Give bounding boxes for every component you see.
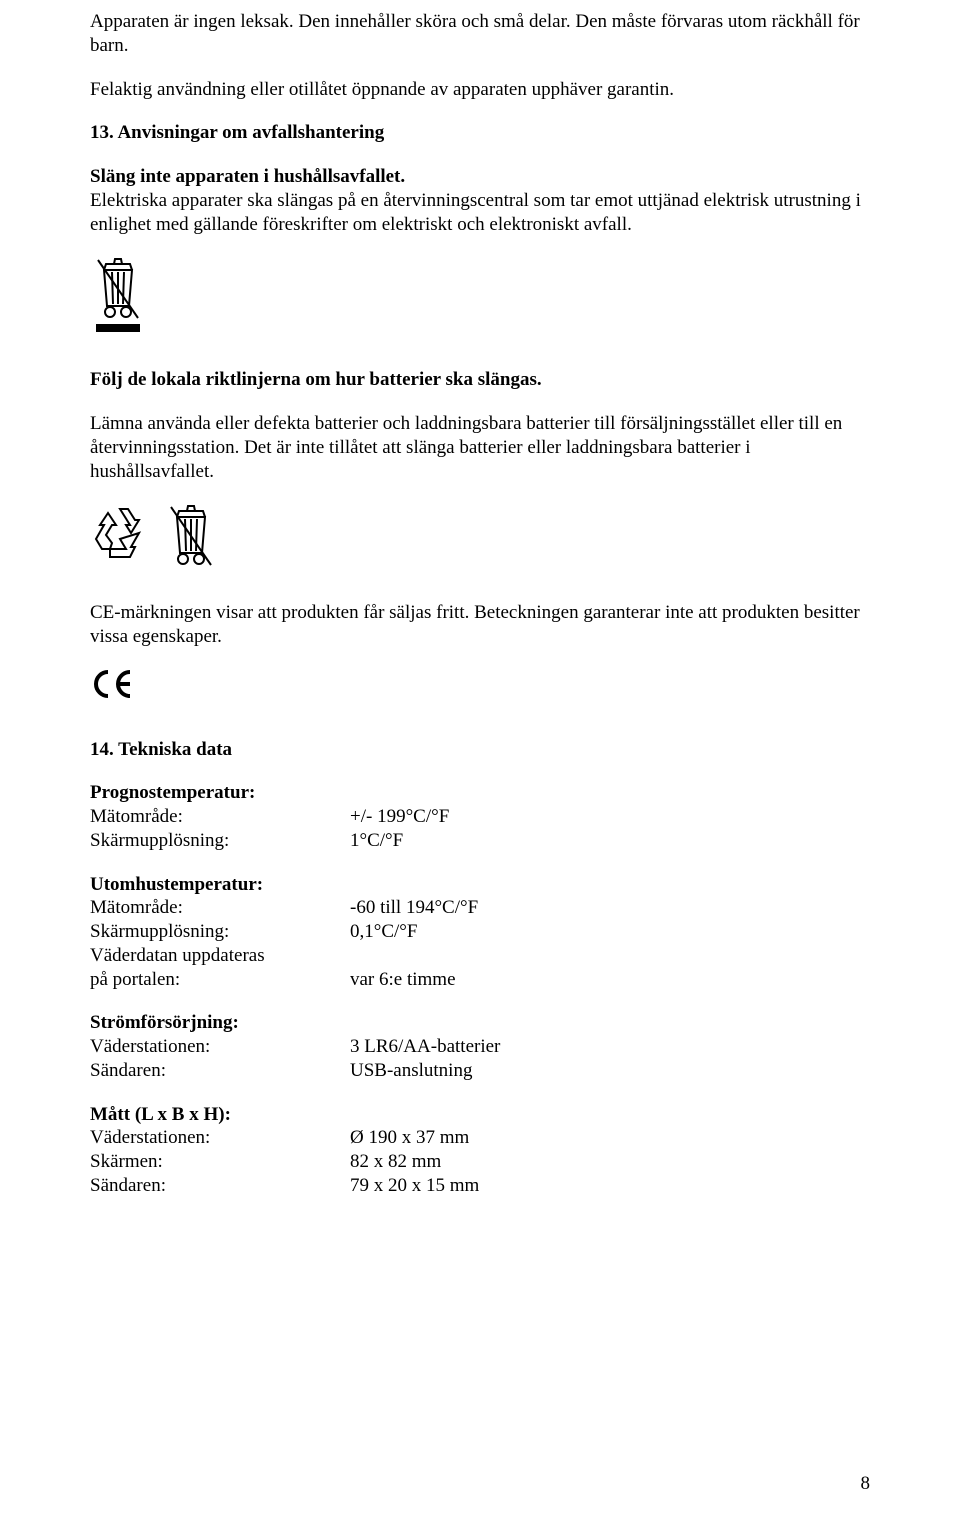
spec-value: +/- 199°C/°F [350, 805, 870, 829]
specs-prognose-title: Prognostemperatur: [90, 781, 870, 805]
spec-label: Skärmen: [90, 1150, 350, 1174]
spec-label: Sändaren: [90, 1059, 350, 1083]
ce-body: CE-märkningen visar att produkten får sä… [90, 601, 870, 649]
recycle-icon-row [90, 503, 870, 569]
spec-value: -60 till 194°C/°F [350, 896, 870, 920]
spec-label: Väderstationen: [90, 1035, 350, 1059]
specs-power: Strömförsörjning: Väderstationen: 3 LR6/… [90, 1011, 870, 1082]
spec-value: 1°C/°F [350, 829, 870, 853]
manual-page: Apparaten är ingen leksak. Den innehålle… [0, 0, 960, 1526]
spec-label: Skärmupplösning: [90, 920, 350, 944]
specs-prognose: Prognostemperatur: Mätområde: +/- 199°C/… [90, 781, 870, 852]
crossed-bin-icon [163, 503, 219, 569]
spec-value: Ø 190 x 37 mm [350, 1126, 870, 1150]
spec-row: Väderdatan uppdateras [90, 944, 870, 968]
section-13-body: Släng inte apparaten i hushållsavfallet.… [90, 165, 870, 236]
recycle-arrows-icon [90, 503, 150, 563]
weee-bin-icon [90, 256, 146, 336]
spec-row: Väderstationen: 3 LR6/AA-batterier [90, 1035, 870, 1059]
spec-value [350, 944, 870, 968]
specs-outdoor-title: Utomhustemperatur: [90, 873, 870, 897]
page-number: 8 [861, 1472, 871, 1496]
intro-paragraph-1: Apparaten är ingen leksak. Den innehålle… [90, 10, 870, 58]
spec-label: Skärmupplösning: [90, 829, 350, 853]
specs-dimensions: Mått (L x B x H): Väderstationen: Ø 190 … [90, 1103, 870, 1198]
spec-row: på portalen: var 6:e timme [90, 968, 870, 992]
specs-power-title: Strömförsörjning: [90, 1011, 870, 1035]
spec-value: 0,1°C/°F [350, 920, 870, 944]
battery-body: Lämna använda eller defekta batterier oc… [90, 412, 870, 483]
spec-value: 79 x 20 x 15 mm [350, 1174, 870, 1198]
spec-value: USB-anslutning [350, 1059, 870, 1083]
spec-label: Väderdatan uppdateras [90, 944, 350, 968]
spec-row: Skärmupplösning: 0,1°C/°F [90, 920, 870, 944]
spec-row: Väderstationen: Ø 190 x 37 mm [90, 1126, 870, 1150]
weee-icon-row [90, 256, 870, 336]
specs-outdoor: Utomhustemperatur: Mätområde: -60 till 1… [90, 873, 870, 992]
intro-paragraph-2: Felaktig användning eller otillåtet öppn… [90, 78, 870, 102]
spec-label: på portalen: [90, 968, 350, 992]
section-14-heading: 14. Tekniska data [90, 738, 870, 762]
spec-value: var 6:e timme [350, 968, 870, 992]
spec-row: Skärmupplösning: 1°C/°F [90, 829, 870, 853]
spec-label: Mätområde: [90, 805, 350, 829]
ce-mark-row [90, 669, 870, 706]
spec-row: Sändaren: 79 x 20 x 15 mm [90, 1174, 870, 1198]
spec-row: Skärmen: 82 x 82 mm [90, 1150, 870, 1174]
section-13-heading: 13. Anvisningar om avfallshantering [90, 121, 870, 145]
ce-mark-icon [90, 669, 134, 699]
spec-value: 82 x 82 mm [350, 1150, 870, 1174]
spec-label: Väderstationen: [90, 1126, 350, 1150]
spec-row: Mätområde: +/- 199°C/°F [90, 805, 870, 829]
spec-row: Sändaren: USB-anslutning [90, 1059, 870, 1083]
specs-dimensions-title: Mått (L x B x H): [90, 1103, 870, 1127]
battery-heading: Följ de lokala riktlinjerna om hur batte… [90, 368, 870, 392]
spec-label: Sändaren: [90, 1174, 350, 1198]
spec-label: Mätområde: [90, 896, 350, 920]
spec-row: Mätområde: -60 till 194°C/°F [90, 896, 870, 920]
spec-value: 3 LR6/AA-batterier [350, 1035, 870, 1059]
section-13-text: Elektriska apparater ska slängas på en å… [90, 190, 861, 235]
section-13-subheading: Släng inte apparaten i hushållsavfallet. [90, 166, 405, 187]
